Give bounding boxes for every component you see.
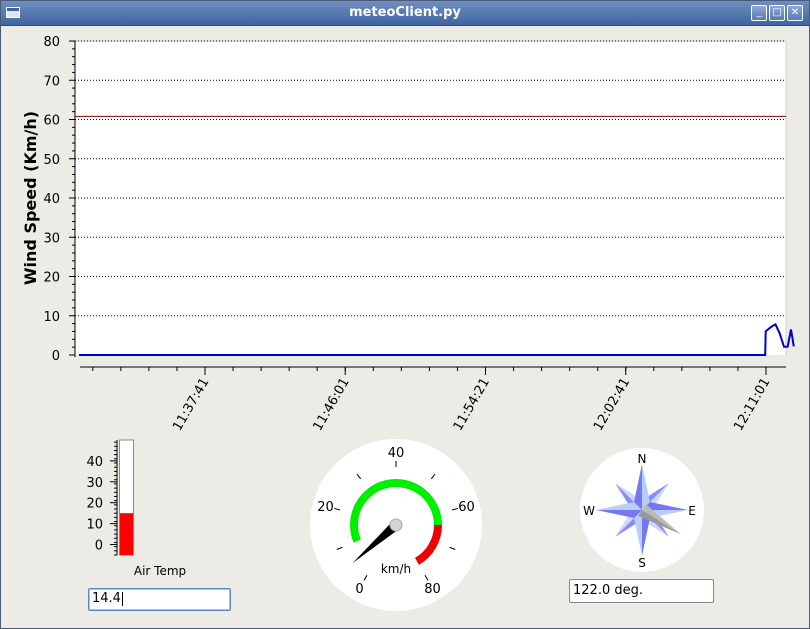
gauge-tick	[334, 507, 341, 511]
y-tick-label: 70	[43, 74, 60, 89]
wind-speed-gauge: 0 20 40 60 80 km/h	[310, 439, 482, 611]
air-temp-value: 14.4	[92, 591, 121, 606]
wind-direction-value: 122.0 deg.	[573, 583, 643, 598]
wind-direction-compass: N E S W	[580, 448, 704, 572]
x-tick-label: 11:54:21	[451, 376, 493, 434]
plot-area	[75, 41, 786, 355]
compass-direction-indicator-shade	[642, 504, 682, 535]
gauge-tick	[449, 546, 456, 550]
compass-major-point-dark	[634, 464, 642, 510]
gauge-tick	[356, 473, 362, 480]
compass-major-point-light	[642, 464, 650, 510]
air-temp-input[interactable]: 14.4	[88, 588, 231, 611]
y-tick-label: 80	[43, 35, 60, 50]
thermometer-tick-label: 10	[86, 518, 103, 533]
compass-major-point-light	[634, 510, 642, 556]
gauge-label: 40	[388, 446, 405, 461]
gauge-tick	[424, 574, 429, 581]
y-tick-label: 40	[43, 192, 60, 207]
thermometer-tick-label: 30	[86, 476, 103, 491]
y-axis-label: Wind Speed (Km/h)	[21, 111, 40, 285]
compass-major-point	[596, 502, 642, 518]
y-tick-label: 60	[43, 114, 60, 129]
wind-speed-plot: 0 10 20 30 40 50 60 70 80 Wind Speed (Km/h) 11:37:…	[21, 35, 795, 434]
close-button[interactable]: ✕	[787, 5, 803, 21]
compass-label-n: N	[638, 452, 647, 466]
x-tick-label: 11:37:41	[170, 376, 212, 434]
gauge-tick	[430, 473, 436, 480]
compass-label-s: S	[638, 556, 646, 570]
y-tick-label: 10	[43, 310, 60, 325]
gauge-hub	[389, 518, 403, 532]
y-tick-label: 50	[43, 153, 60, 168]
x-tick-label: 12:11:01	[731, 376, 773, 434]
thermometer-tick-label: 20	[86, 497, 103, 512]
y-tick-label: 30	[43, 231, 60, 246]
compass-major-point	[634, 464, 650, 510]
compass-major-point	[634, 510, 650, 556]
gauge-label: 80	[424, 582, 441, 597]
gauge-green-zone	[350, 479, 442, 543]
compass-major-point-dark	[596, 510, 642, 518]
compass-label-e: E	[688, 504, 696, 518]
title-bar[interactable]: meteoClient.py _ □ ✕	[1, 1, 809, 26]
air-temp-label: Air Temp	[133, 564, 187, 578]
compass-direction-indicator	[638, 510, 682, 535]
gauge-tick	[363, 574, 368, 581]
gauge-unit-label: km/h	[381, 562, 411, 576]
wind-direction-input[interactable]: 122.0 deg.	[569, 579, 714, 603]
window-icon[interactable]	[6, 7, 20, 18]
gauge-red-zone	[414, 524, 442, 565]
gauge-label: 0	[355, 582, 363, 597]
maximize-button[interactable]: □	[769, 5, 785, 21]
gauge-tick	[451, 507, 458, 511]
x-tick-label: 11:46:01	[311, 376, 353, 434]
gauge-tick	[336, 546, 343, 550]
text-cursor	[121, 591, 123, 606]
y-tick-label: 0	[52, 349, 60, 364]
compass-label-w: W	[583, 504, 595, 518]
compass-major-point-dark	[642, 502, 688, 510]
gauge-label: 20	[317, 500, 334, 515]
air-temp-thermometer: 40 30 20 10 0	[86, 439, 134, 556]
thermometer-tick-label: 0	[95, 539, 103, 554]
minimize-button[interactable]: _	[751, 5, 767, 21]
gauge-needle	[352, 521, 400, 564]
x-tick-label: 12:02:41	[591, 376, 633, 434]
compass-major-point-dark	[642, 510, 650, 556]
gauge-label: 60	[458, 500, 475, 515]
compass-major-star	[596, 464, 688, 556]
compass-major-point-light	[596, 502, 642, 510]
thermometer-tick-label: 40	[86, 455, 103, 470]
window-title: meteoClient.py	[349, 5, 461, 20]
y-tick-label: 20	[43, 271, 60, 286]
wind-speed-series	[79, 323, 795, 356]
thermometer-fill	[120, 513, 133, 555]
